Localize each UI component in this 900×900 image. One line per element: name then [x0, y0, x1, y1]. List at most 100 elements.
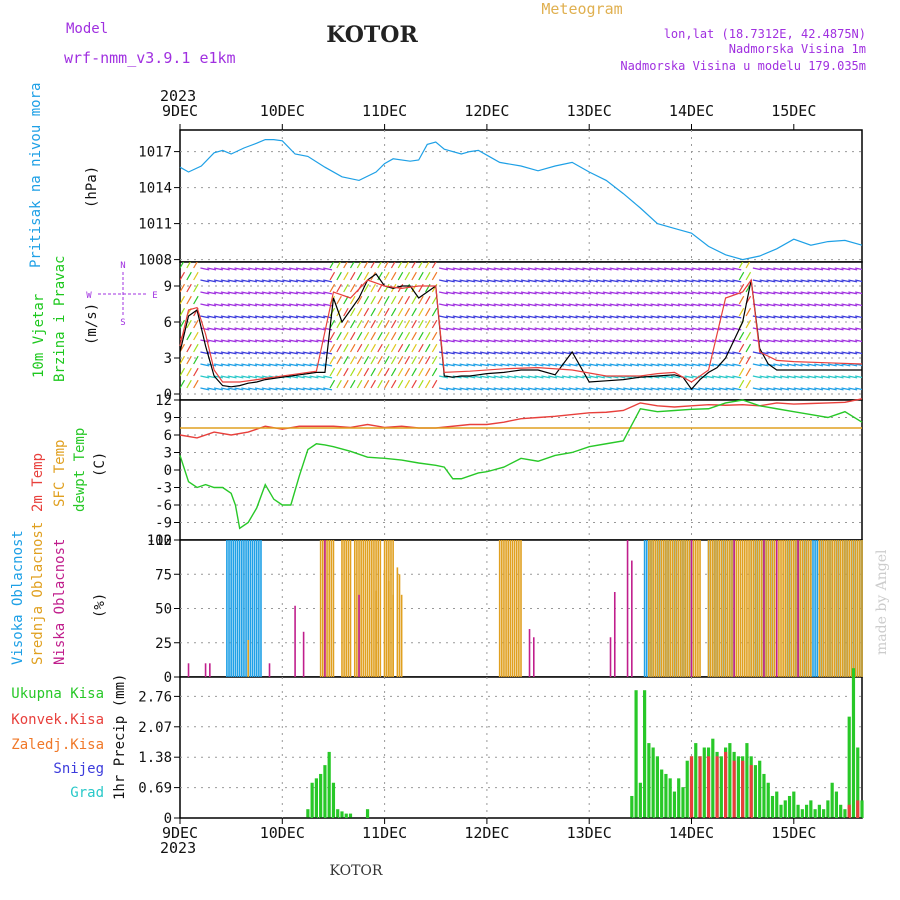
wind-barb [343, 331, 349, 341]
wind-barb [595, 387, 605, 391]
wind-barb [316, 339, 326, 343]
wind-barb [445, 279, 455, 283]
wind-barb [295, 279, 305, 283]
wind-barb [725, 315, 735, 319]
wind-barb [241, 279, 251, 283]
wind-barb [186, 295, 192, 305]
wind-barb [384, 367, 390, 377]
wind-barb [629, 291, 640, 295]
series-line-speed [179, 273, 862, 391]
wind-barb [186, 379, 192, 389]
wind-barb [766, 279, 776, 283]
wind-barb [814, 267, 824, 271]
wind-barb [431, 367, 438, 377]
wind-barb [323, 267, 333, 271]
wind-barb [439, 375, 449, 379]
y-tick-label: 12 [155, 393, 172, 409]
wind-barb [670, 315, 680, 319]
wind-barb [241, 303, 251, 307]
wind-barb [323, 339, 333, 343]
wind-barb [541, 387, 551, 391]
wind-barb [220, 267, 230, 271]
wind-barb [425, 262, 430, 269]
wind-barb [514, 291, 524, 295]
wind-barb [234, 375, 244, 379]
wind-barb [309, 267, 319, 271]
wind-barb [609, 315, 619, 319]
wind-barb [848, 339, 858, 343]
wind-barb [664, 267, 674, 271]
wind-barb [711, 279, 721, 283]
wind-barb [841, 279, 851, 283]
wind-barb [254, 267, 264, 271]
wind-barb [541, 363, 551, 367]
wind-barb [282, 339, 292, 343]
wind-barb [288, 351, 299, 355]
precip-bar [306, 809, 310, 818]
wind-barb [766, 267, 776, 271]
wind-barb [711, 339, 721, 343]
wind-barb [254, 315, 264, 319]
wind-barb [643, 315, 653, 319]
wind-barb [718, 303, 728, 307]
wind-barb [370, 307, 376, 317]
wind-barb [820, 267, 831, 271]
wind-barb [397, 319, 404, 329]
wind-barb [404, 319, 411, 329]
wind-barb [575, 351, 585, 355]
wind-barb [834, 339, 844, 343]
wind-barb [493, 303, 503, 307]
wind-barb [288, 291, 299, 295]
wind-barb [520, 339, 530, 343]
wind-barb [602, 375, 612, 379]
wind-barb [356, 307, 363, 317]
cloud-label-mid: Srednja Oblacnost [30, 522, 46, 665]
wind-barb [814, 315, 824, 319]
wind-barb [684, 387, 694, 391]
precip-bar [634, 690, 638, 818]
wind-barb [452, 363, 462, 367]
precip-bar [340, 811, 344, 818]
wind-barb [261, 267, 271, 271]
wind-barb [370, 379, 376, 389]
wind-barb [302, 387, 312, 391]
wind-barb [404, 379, 411, 389]
wind-barb [568, 339, 578, 343]
precip-bar [365, 809, 370, 818]
wind-barb [302, 351, 312, 355]
wind-barb [356, 367, 363, 377]
wind-barb [780, 351, 790, 355]
wind-barb [520, 279, 530, 283]
wind-barb [207, 291, 217, 295]
precip-unit: 1hr Precip (mm) [112, 674, 128, 800]
wind-barb [589, 327, 599, 331]
wind-barb [200, 375, 210, 379]
wind-barb [602, 267, 612, 271]
precip-bar [847, 804, 851, 818]
x-tick-label-bottom: 12DEC [464, 824, 509, 842]
wind-barb [507, 315, 517, 319]
wind-barb [855, 267, 862, 271]
wind-barb [759, 339, 769, 343]
wind-barb [220, 351, 230, 355]
wind-barb [384, 271, 390, 281]
wind-barb [254, 291, 264, 295]
wind-barb [295, 375, 305, 379]
wind-barb [220, 363, 230, 367]
wind-barb [343, 343, 349, 353]
wind-barb [384, 262, 389, 269]
wind-barb [507, 291, 517, 295]
wind-barb [725, 279, 735, 283]
wind-barb [752, 291, 762, 295]
wind-barb [425, 379, 431, 389]
wind-barb [568, 279, 578, 283]
wind-barb [418, 307, 424, 317]
wind-barb [793, 303, 803, 307]
wind-barb [609, 303, 619, 307]
wind-barb [561, 279, 571, 283]
wind-barb [705, 315, 715, 319]
wind-barb [452, 291, 462, 295]
wind-compass-icon: N S W E [86, 261, 157, 328]
wind-barb [780, 267, 790, 271]
wind-barb [411, 295, 417, 305]
